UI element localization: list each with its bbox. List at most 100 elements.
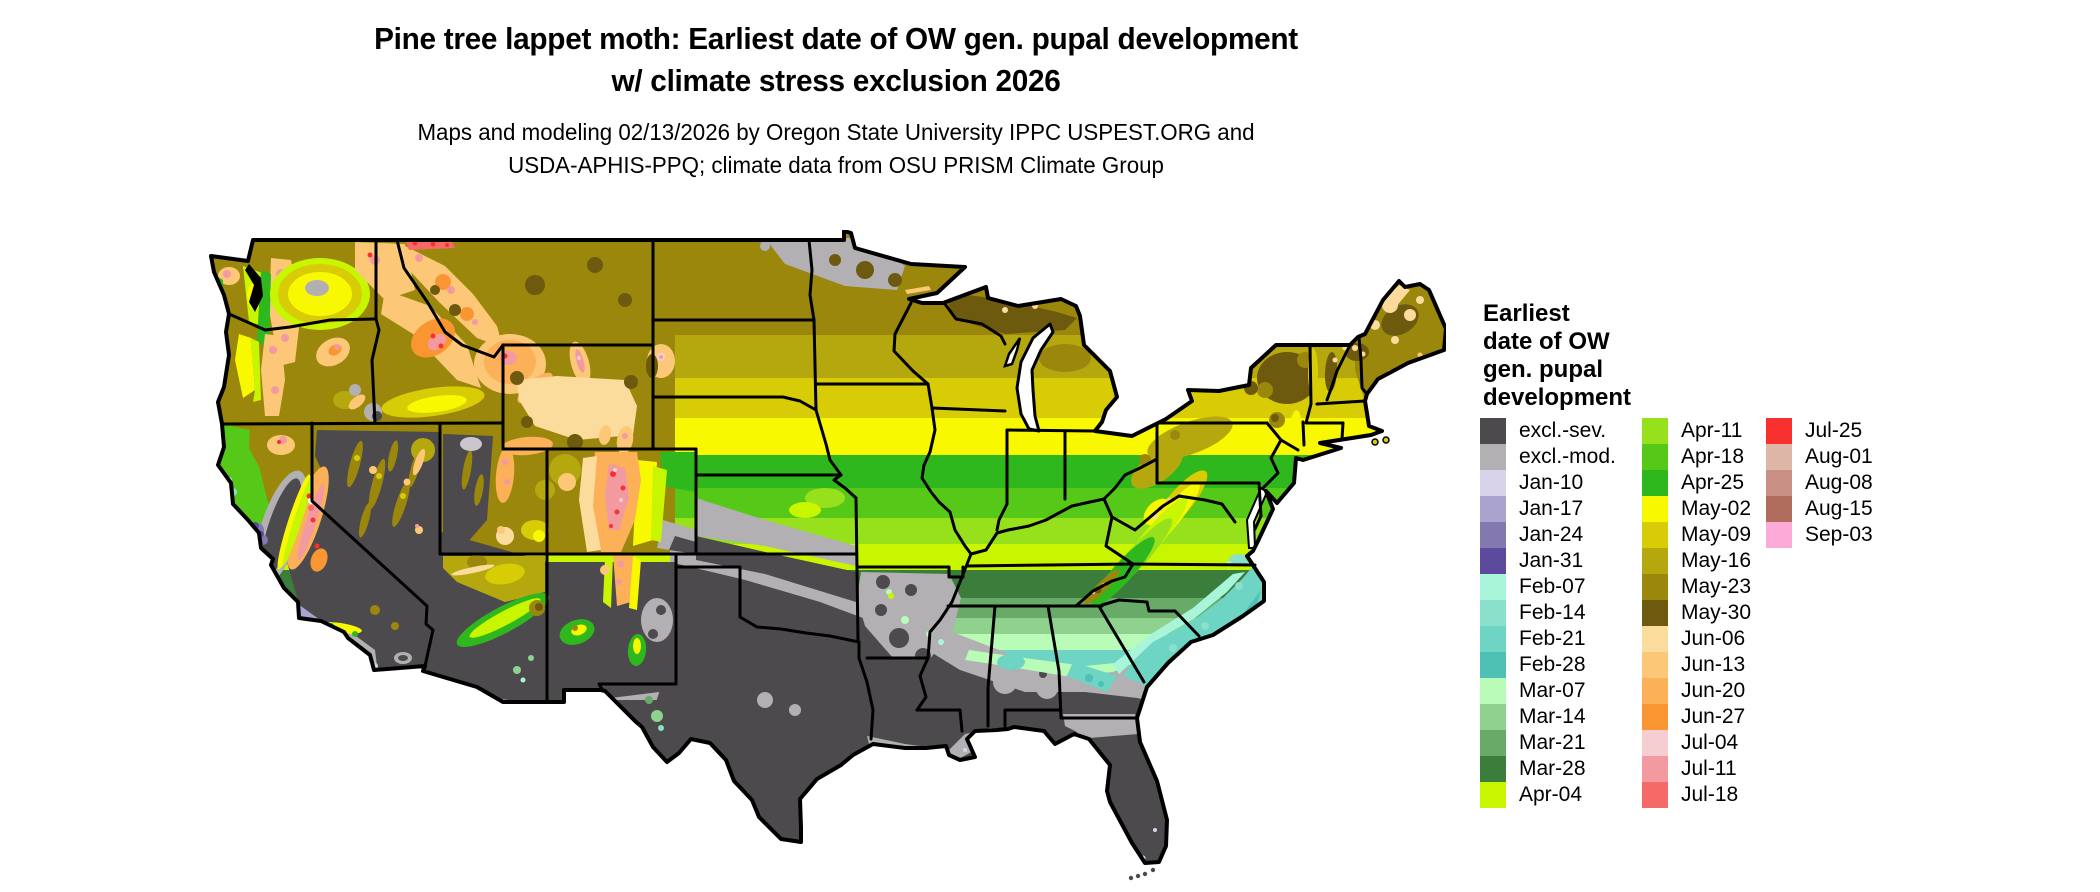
legend-label: excl.-sev.: [1519, 419, 1607, 442]
map-raster-layer: [211, 231, 1446, 863]
legend-item: Jul-11: [1642, 756, 1751, 782]
legend-item: Jul-18: [1642, 782, 1751, 808]
legend-swatch: [1642, 652, 1668, 678]
legend-swatch: [1642, 418, 1668, 444]
legend-item: Jun-06: [1642, 626, 1751, 652]
legend-column-1: excl.-sev. excl.-mod. Jan-10 Jan-17 Jan-24 Ja…: [1480, 418, 1616, 808]
legend-swatch: [1480, 782, 1506, 808]
legend-swatch: [1480, 418, 1506, 444]
legend-label: Mar-14: [1519, 705, 1586, 728]
legend-swatch: [1642, 600, 1668, 626]
legend-swatch: [1766, 522, 1792, 548]
legend-swatch: [1480, 704, 1506, 730]
legend-swatch: [1642, 470, 1668, 496]
legend-item: Feb-07: [1480, 574, 1616, 600]
legend-swatch: [1642, 756, 1668, 782]
legend-label: Aug-01: [1805, 445, 1873, 468]
legend-label: Aug-08: [1805, 471, 1873, 494]
legend-label: Jun-06: [1681, 627, 1746, 650]
legend-label: Jun-20: [1681, 679, 1746, 702]
legend-item: excl.-sev.: [1480, 418, 1616, 444]
legend-label: Mar-21: [1519, 731, 1586, 754]
legend-swatch: [1766, 418, 1792, 444]
legend-swatch: [1766, 496, 1792, 522]
legend-label: Feb-14: [1519, 601, 1586, 624]
legend-label: Apr-11: [1681, 419, 1743, 442]
legend-item: Apr-11: [1642, 418, 1751, 444]
legend-swatch: [1642, 730, 1668, 756]
legend-swatch: [1480, 496, 1506, 522]
legend-swatch: [1480, 626, 1506, 652]
legend-label: Jan-24: [1519, 523, 1584, 546]
conus-map-svg: [209, 229, 1448, 881]
legend-item: excl.-mod.: [1480, 444, 1616, 470]
legend-title: Earliest date of OW gen. pupal developme…: [1483, 300, 1632, 411]
legend-swatch: [1642, 522, 1668, 548]
legend-swatch: [1480, 600, 1506, 626]
legend-item: May-02: [1642, 496, 1751, 522]
legend-swatch: [1642, 444, 1668, 470]
legend-item: May-16: [1642, 548, 1751, 574]
legend-swatch: [1480, 444, 1506, 470]
legend-label: excl.-mod.: [1519, 445, 1616, 468]
florida-keys: [1128, 867, 1156, 881]
legend-swatch: [1480, 574, 1506, 600]
legend-label: Feb-21: [1519, 627, 1586, 650]
legend-item: Aug-08: [1766, 470, 1873, 496]
legend-item: May-09: [1642, 522, 1751, 548]
legend-item: Jul-04: [1642, 730, 1751, 756]
legend-label: Apr-25: [1681, 471, 1745, 494]
legend-label: Sep-03: [1805, 523, 1873, 546]
nantucket-islands: [1371, 436, 1390, 446]
legend-swatch: [1642, 782, 1668, 808]
legend-label: May-30: [1681, 601, 1752, 624]
legend-swatch: [1642, 704, 1668, 730]
legend-label: Jan-10: [1519, 471, 1584, 494]
great-salt-lake: [460, 437, 482, 451]
legend-label: Jul-11: [1681, 757, 1737, 780]
legend-swatch: [1642, 678, 1668, 704]
legend-item: Mar-28: [1480, 756, 1616, 782]
legend-label: Apr-18: [1681, 445, 1745, 468]
page-subtitle: Maps and modeling 02/13/2026 by Oregon S…: [417, 119, 1255, 178]
map-header: Pine tree lappet moth: Earliest date of …: [0, 18, 1672, 182]
legend-label: Jul-04: [1681, 731, 1739, 754]
conus-map: [205, 229, 1448, 883]
legend-item: Mar-14: [1480, 704, 1616, 730]
legend-swatch: [1766, 470, 1792, 496]
legend-item: Mar-07: [1480, 678, 1616, 704]
legend-swatch: [1480, 756, 1506, 782]
page-title: Pine tree lappet moth: Earliest date of …: [374, 21, 1298, 98]
legend-item: Jan-31: [1480, 548, 1616, 574]
legend-item: Sep-03: [1766, 522, 1873, 548]
state-borders: [220, 238, 1369, 741]
legend-swatch: [1642, 626, 1668, 652]
legend-label: Feb-07: [1519, 575, 1586, 598]
legend-column-2: Apr-11 Apr-18 Apr-25 May-02 May-09 May-16 May-…: [1642, 418, 1751, 808]
legend-item: May-23: [1642, 574, 1751, 600]
legend-swatch: [1480, 652, 1506, 678]
legend-item: Jan-17: [1480, 496, 1616, 522]
legend-label: Jan-31: [1519, 549, 1584, 572]
legend-label: May-02: [1681, 497, 1752, 520]
legend-label: Jun-13: [1681, 653, 1746, 676]
legend-label: May-16: [1681, 549, 1752, 572]
legend-label: Jan-17: [1519, 497, 1584, 520]
legend-item: Feb-14: [1480, 600, 1616, 626]
legend-item: May-30: [1642, 600, 1751, 626]
legend-swatch: [1642, 548, 1668, 574]
legend-swatch: [1480, 470, 1506, 496]
legend-item: Apr-18: [1642, 444, 1751, 470]
legend-swatch: [1766, 444, 1792, 470]
legend-swatch: [1642, 574, 1668, 600]
legend-label: May-23: [1681, 575, 1752, 598]
legend-columns: excl.-sev. excl.-mod. Jan-10 Jan-17 Jan-24 Ja…: [1480, 418, 1900, 818]
legend-item: Aug-01: [1766, 444, 1873, 470]
legend-swatch: [1480, 548, 1506, 574]
legend-label: Apr-04: [1519, 783, 1583, 806]
map-legend: Earliest date of OW gen. pupal developme…: [1480, 300, 1900, 808]
legend-label: Jul-18: [1681, 783, 1739, 806]
legend-item: Jan-10: [1480, 470, 1616, 496]
us-outline: [209, 229, 1448, 865]
